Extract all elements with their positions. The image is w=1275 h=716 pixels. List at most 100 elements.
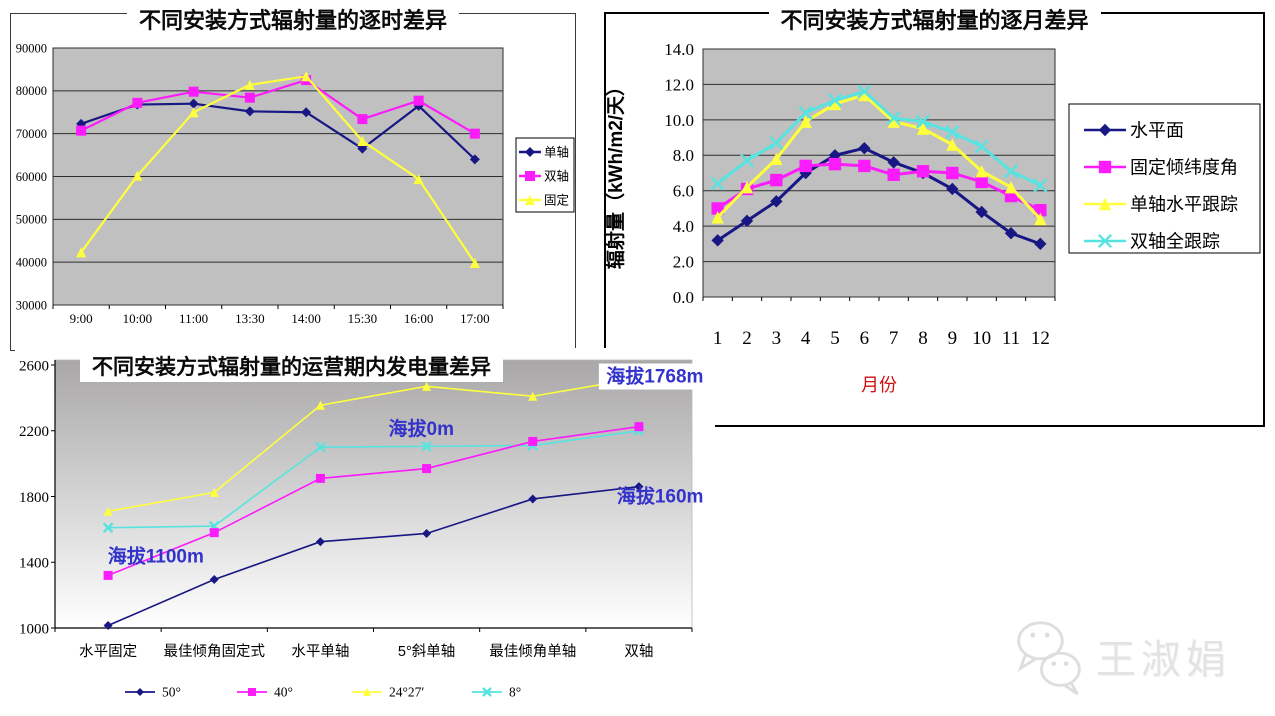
marker-triangle <box>301 71 312 82</box>
marker-square <box>422 464 432 474</box>
legend-label: 50° <box>162 685 181 700</box>
marker-diamond <box>1004 227 1018 240</box>
marker-x <box>1033 178 1048 193</box>
y-tick-label: 14.0 <box>664 40 694 59</box>
marker-diamond <box>103 621 113 631</box>
marker-x <box>1097 233 1113 249</box>
marker-triangle <box>1098 197 1112 211</box>
marker-diamond <box>469 154 480 165</box>
annotation-label: 海拔0m <box>389 417 454 440</box>
x-tick-label: 12 <box>1031 328 1050 349</box>
marker-square <box>828 157 842 171</box>
y-tick-label: 0.0 <box>673 288 694 307</box>
y-tick-label: 70000 <box>16 127 47 141</box>
marker-diamond <box>740 214 754 228</box>
monthly-chart-canvas: 0.02.04.06.08.010.012.014.01 2 3 4 5 6 7 8 9 10 11… <box>606 40 1261 395</box>
x-tick-label: 3 <box>772 328 782 349</box>
monthly-chart-panel: 0.0 2.0 4.0 6.0 8.0 10.0 12.0 14.0 1 2 3 4 5 6 7 8 9 10 11… <box>604 8 1265 427</box>
lifetime-chart-canvas: 1000 1400 1800 2200 2600 水平固定 最佳倾角固定式 水平单轴 5°斜单轴… <box>19 358 711 700</box>
marker-square <box>132 97 143 108</box>
marker-triangle <box>103 506 113 516</box>
x-tick-label: 水平固定 <box>79 643 137 660</box>
y-tick-label: 12.0 <box>664 75 694 94</box>
marker-square <box>634 422 644 432</box>
marker-x <box>945 125 960 140</box>
legend-label: 双轴 <box>544 169 569 184</box>
series-line <box>80 75 476 264</box>
annotation-label: 海拔160m <box>617 485 704 508</box>
marker-triangle <box>76 247 87 258</box>
annotation-label: 海拔1768m <box>606 365 703 388</box>
annotation-backdrop <box>598 363 711 390</box>
marker-triangle <box>188 107 199 118</box>
y-tick-label: 2200 <box>19 424 49 440</box>
x-tick-label: 14:00 <box>291 311 321 326</box>
x-tick-label: 7 <box>889 328 899 349</box>
x-tick-label: 17:00 <box>460 311 490 326</box>
marker-diamond <box>244 106 255 117</box>
marker-triangle <box>209 487 219 497</box>
wechat-chat-bubbles-icon <box>1017 621 1081 696</box>
x-tick-label: 1 <box>713 328 723 349</box>
series-line <box>80 78 476 135</box>
hourly-chart-canvas: 30000 40000 50000 60000 70000 80000 90000 9:00 1… <box>16 41 575 326</box>
x-tick-label: 5 <box>830 328 840 349</box>
marker-triangle <box>799 115 812 128</box>
y-tick-label: 6.0 <box>673 182 694 201</box>
marker-square <box>887 168 900 181</box>
marker-diamond <box>136 688 144 696</box>
x-tick-label: 11 <box>1002 328 1020 349</box>
marker-diamond <box>525 147 535 157</box>
y-tick-label: 1400 <box>19 556 49 572</box>
marker-square <box>711 202 724 215</box>
marker-diamond <box>301 107 312 118</box>
y-tick-label: 1800 <box>19 490 49 506</box>
x-tick-label: 11:00 <box>179 311 208 326</box>
watermark: 王淑娟 <box>1012 610 1262 702</box>
marker-x <box>102 522 114 534</box>
marker-square <box>248 688 256 696</box>
y-tick-label: 4.0 <box>673 217 694 236</box>
y-tick-label: 10.0 <box>664 111 694 130</box>
x-tick-label: 10:00 <box>123 311 153 326</box>
legend-label: 40° <box>274 685 293 700</box>
x-tick-label: 13:30 <box>235 311 265 326</box>
marker-triangle <box>244 79 255 90</box>
x-tick-label: 5°斜单轴 <box>398 643 455 660</box>
marker-x <box>857 84 872 99</box>
marker-square <box>946 166 959 180</box>
marker-triangle <box>413 174 424 185</box>
marker-triangle <box>1004 180 1018 194</box>
series-line <box>80 102 476 161</box>
x-tick-label: 最佳倾角固定式 <box>164 643 266 660</box>
y-tick-label: 80000 <box>16 84 47 98</box>
y-tick-label: 90000 <box>16 41 47 55</box>
marker-x <box>915 114 931 129</box>
plot-area <box>702 48 1056 298</box>
marker-diamond <box>422 528 432 538</box>
marker-square <box>76 125 87 136</box>
marker-x <box>886 111 901 126</box>
marker-x <box>769 135 784 150</box>
x-tick-label: 9:00 <box>70 311 93 326</box>
hourly-chart-title: 不同安装方式辐射量的逐时差异 <box>126 8 460 34</box>
y-tick-label: 30000 <box>16 298 47 312</box>
marker-triangle <box>770 152 783 166</box>
marker-triangle <box>357 135 368 146</box>
marker-square <box>357 114 368 125</box>
marker-square <box>209 528 219 538</box>
x-tick-label: 2 <box>742 328 752 349</box>
x-tick-label: 4 <box>801 328 811 349</box>
legend-label: 单轴 <box>544 145 569 160</box>
y-tick-label: 60000 <box>16 170 47 184</box>
marker-diamond <box>209 575 219 585</box>
marker-square <box>1034 204 1047 217</box>
marker-square <box>770 173 783 187</box>
series-line <box>107 485 640 627</box>
series-line <box>108 429 640 529</box>
x-tick-label: 最佳倾角单轴 <box>489 643 576 660</box>
x-tick-label: 6 <box>860 328 870 349</box>
marker-triangle <box>525 195 535 205</box>
marker-square <box>916 165 930 178</box>
marker-x <box>421 441 432 452</box>
